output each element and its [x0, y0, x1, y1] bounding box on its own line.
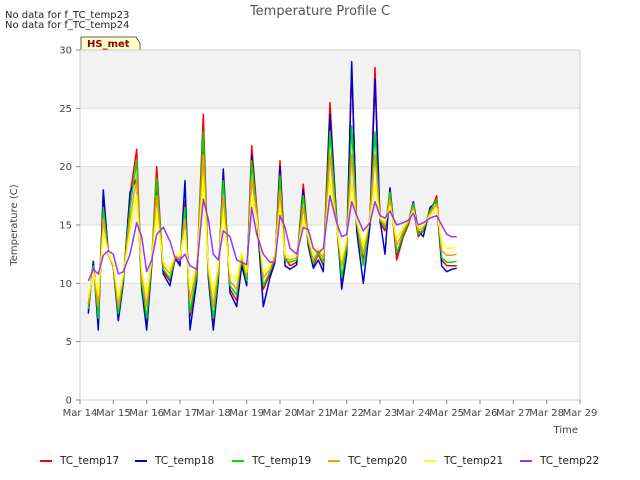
legend-label: TC_temp19: [251, 455, 311, 467]
y-tick-label: 25: [59, 104, 72, 115]
y-axis-label: Temperature (C): [9, 184, 20, 266]
x-tick-label: Mar 28: [529, 408, 564, 419]
legend-item-TC_temp22: TC_temp22: [520, 455, 599, 467]
series-line-TC_temp22: [87, 195, 457, 282]
y-tick-label: 30: [59, 46, 72, 57]
y-tick-label: 5: [66, 337, 72, 348]
x-tick-label: Mar 22: [329, 408, 364, 419]
x-tick-label: Mar 14: [63, 408, 98, 419]
legend-label: TC_temp17: [59, 455, 119, 467]
legend-item-TC_temp21: TC_temp21: [424, 455, 503, 467]
legend-label: TC_temp21: [443, 455, 503, 467]
series-line-TC_temp21: [87, 177, 457, 299]
badge-label: HS_met: [87, 39, 130, 50]
x-tick-label: Mar 27: [496, 408, 531, 419]
chart-title: Temperature Profile C: [249, 4, 390, 19]
y-axis: 0 5 10 15 20 25 30: [59, 46, 80, 407]
x-tick-label: Mar 18: [196, 408, 231, 419]
y-tick-label: 15: [59, 221, 72, 232]
x-tick-label: Mar 17: [163, 408, 198, 419]
x-tick-label: Mar 29: [563, 408, 598, 419]
y-tick-label: 10: [59, 279, 72, 290]
no-data-note-2: No data for f_TC_temp24: [5, 20, 129, 31]
x-tick-label: Mar 26: [463, 408, 498, 419]
series-lines: [87, 60, 457, 331]
x-tick-label: Mar 15: [96, 408, 131, 419]
x-tick-label: Mar 24: [396, 408, 431, 419]
grid-band: [80, 283, 580, 342]
x-tick-label: Mar 21: [296, 408, 331, 419]
legend-label: TC_temp20: [347, 455, 407, 467]
no-data-note-1: No data for f_TC_temp23: [5, 10, 129, 21]
legend-item-TC_temp19: TC_temp19: [232, 455, 311, 467]
x-tick-label: Mar 19: [229, 408, 264, 419]
x-tick-label: Mar 25: [429, 408, 464, 419]
legend: TC_temp17 TC_temp18 TC_temp19 TC_temp20 TC_t…: [40, 455, 599, 467]
x-tick-label: Mar 23: [363, 408, 398, 419]
legend-item-TC_temp18: TC_temp18: [135, 455, 214, 467]
y-tick-label: 0: [66, 396, 72, 407]
grid-band: [80, 50, 580, 109]
legend-item-TC_temp20: TC_temp20: [328, 455, 407, 467]
x-axis-label: Time: [553, 425, 578, 436]
x-tick-label: Mar 20: [263, 408, 298, 419]
grid-band: [80, 341, 580, 400]
y-tick-label: 20: [59, 162, 72, 173]
legend-item-TC_temp17: TC_temp17: [40, 455, 119, 467]
x-tick-label: Mar 16: [129, 408, 164, 419]
hs-met-badge: HS_met: [80, 36, 141, 51]
legend-label: TC_temp18: [154, 455, 214, 467]
legend-label: TC_temp22: [539, 455, 599, 467]
